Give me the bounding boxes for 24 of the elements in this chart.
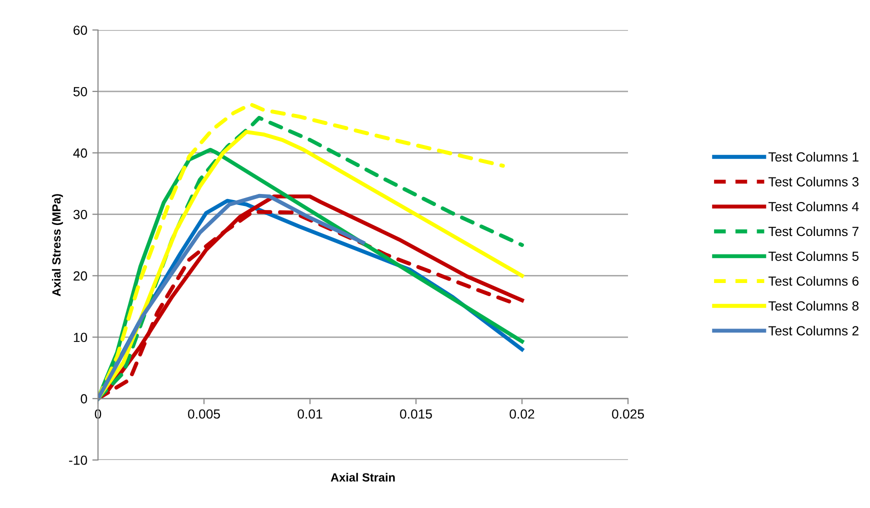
legend-label: Test Columns 3 <box>768 176 859 186</box>
y-tick-label: 40 <box>73 148 88 158</box>
line-series <box>98 194 365 401</box>
y-tick-label: 20 <box>74 271 88 281</box>
y-tick-label: 60 <box>74 26 88 35</box>
y-tick-label: 50 <box>73 86 88 96</box>
y-tick-label: 30 <box>73 210 88 220</box>
x-tick-label: 0.02 <box>510 409 534 419</box>
y-tick-label: 0 <box>80 394 88 404</box>
legend-label: Test Columns 5 <box>768 251 859 261</box>
y-axis-title: Axial Stress (MPa) <box>52 194 63 296</box>
legend-label: Test Columns 1 <box>768 152 858 162</box>
legend-label: Test Columns 4 <box>768 202 859 212</box>
x-tick-label: 0.025 <box>612 409 644 419</box>
legend-label: Test Columns 8 <box>768 300 859 311</box>
x-tick-label: 0.015 <box>400 409 432 419</box>
y-tick-label: 10 <box>74 332 88 342</box>
legend-label: Test Columns 6 <box>768 276 859 286</box>
x-tick-label: 0.01 <box>298 409 322 419</box>
y-tick-label: -10 <box>69 456 88 465</box>
x-tick-label: 0.005 <box>188 409 220 419</box>
legend-label: Test Columns 2 <box>768 326 858 336</box>
x-axis-title: Axial Strain <box>330 472 395 482</box>
legend-label: Test Columns 7 <box>768 226 858 236</box>
